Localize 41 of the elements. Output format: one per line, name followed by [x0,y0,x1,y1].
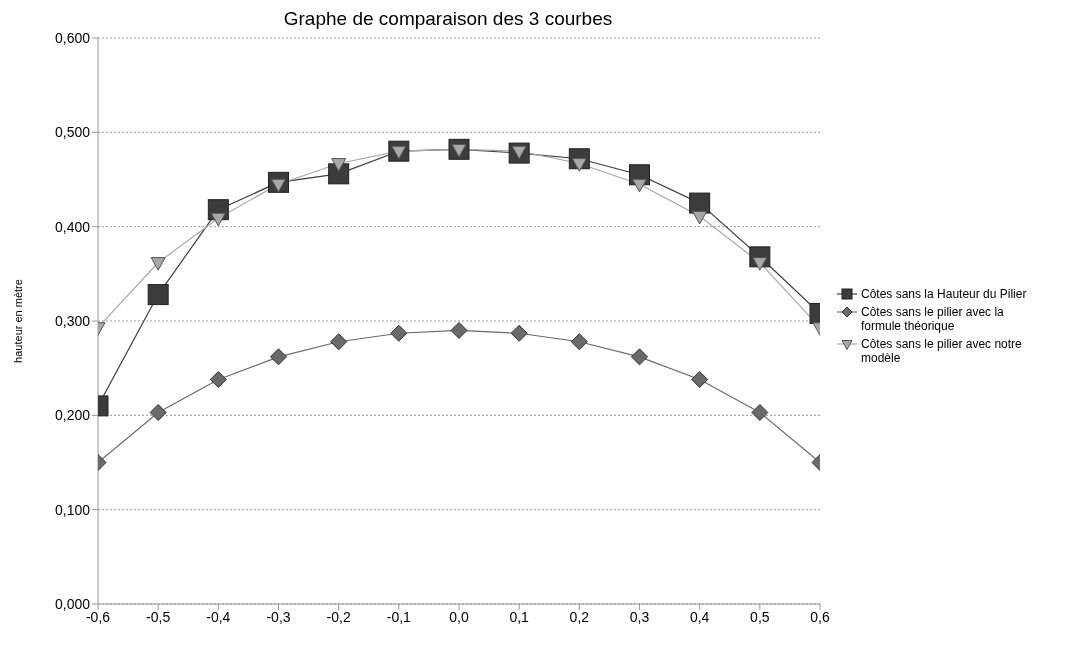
point [150,257,166,271]
point [691,370,709,388]
x-tick-label: -0,4 [206,608,231,625]
point [149,404,167,421]
x-tick-label: 0,1 [509,608,530,625]
point [330,333,348,351]
legend-label: Côtes sans le pilier avec la formule théorique [861,305,1005,333]
point [510,324,528,342]
point [331,158,347,172]
point [692,210,708,225]
x-tick-label: 0,5 [750,608,770,625]
x-tick-label: 0,0 [449,608,469,625]
x-tick-label: -0,1 [386,608,412,625]
legend-label: Côtes sans le pilier avec notre modèle [861,337,1023,365]
point [390,324,408,342]
point [450,321,468,339]
point [689,192,711,214]
x-tick-label: -0,3 [266,608,291,625]
x-tick-label: 0,6 [810,608,830,625]
y-tick-label: 0,400 [54,218,91,235]
point [570,333,588,351]
y-tick-label: 0,200 [54,407,91,424]
x-tick-label: -0,5 [146,608,171,625]
point [751,404,769,421]
point [210,212,226,227]
y-tick-label: 0,100 [54,501,91,518]
x-tick-label: -0,2 [326,608,351,625]
point [209,370,227,388]
point [632,178,647,193]
x-tick-label: 0,2 [569,608,590,625]
chart-title: Graphe de comparaison des 3 courbes [282,8,614,30]
x-tick-label: 0,3 [629,608,650,625]
x-tick-label: 0,4 [689,608,710,625]
y-tick-label: 0,500 [54,124,91,141]
point [147,284,169,306]
y-axis-title: hauteur en mètre [11,279,24,363]
point [631,348,648,366]
y-tick-label: 0,300 [54,312,91,329]
point [270,348,287,366]
y-tick-label: 0,600 [54,29,91,46]
legend-label: Côtes sans la Hauteur du Pilier [861,287,1027,301]
